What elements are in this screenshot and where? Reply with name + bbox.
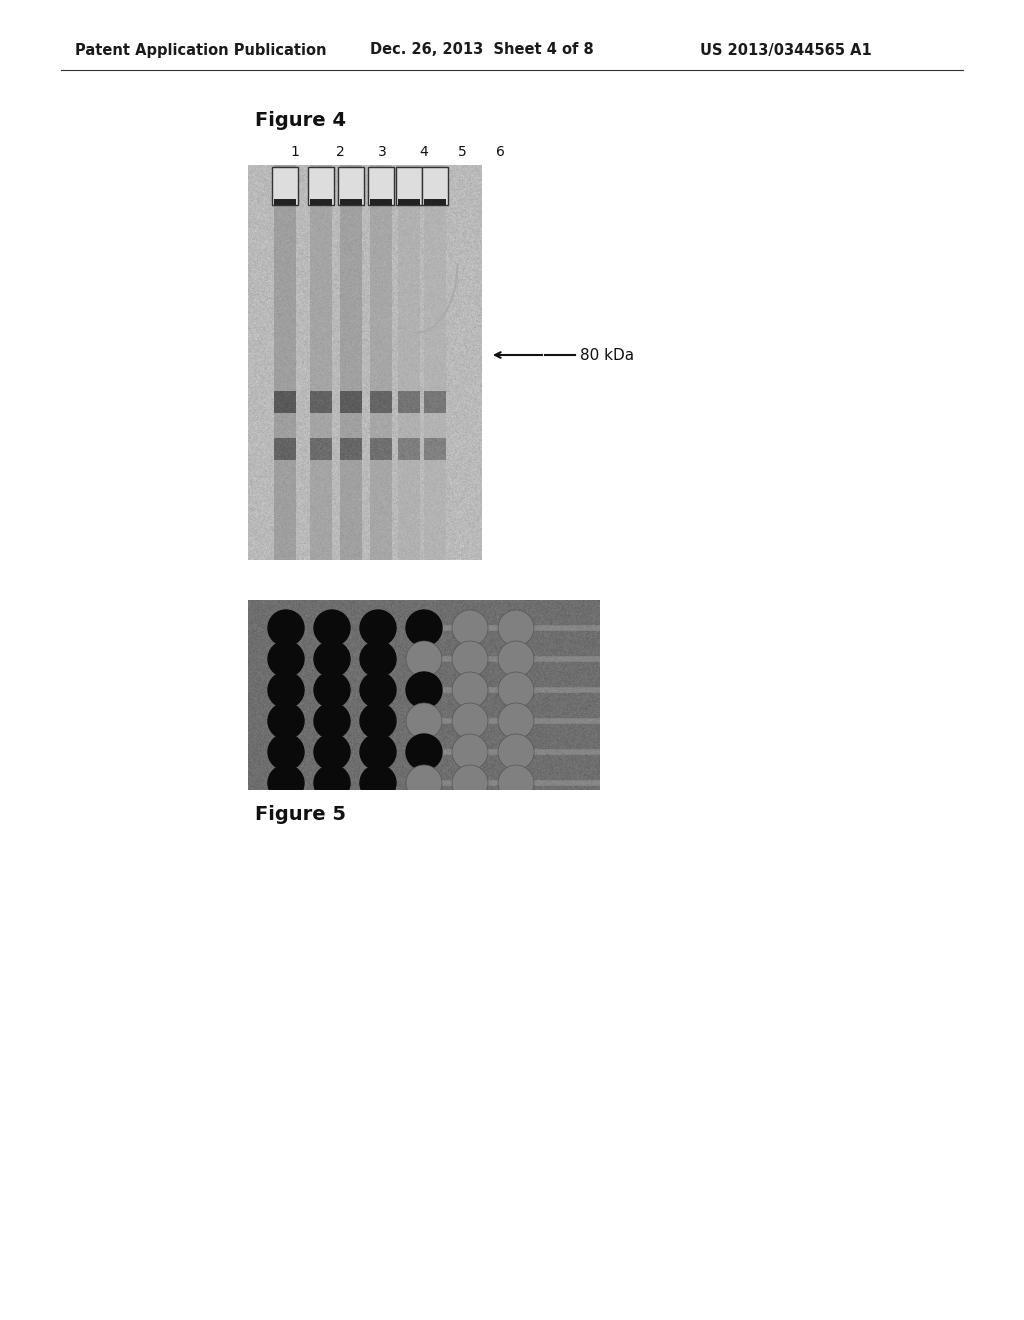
Circle shape — [314, 704, 350, 739]
Text: 3: 3 — [378, 145, 386, 158]
Bar — [396, 168, 423, 205]
Bar — [369, 168, 394, 205]
Circle shape — [314, 734, 350, 770]
Circle shape — [452, 704, 488, 739]
Circle shape — [452, 642, 488, 677]
Circle shape — [360, 610, 396, 645]
Circle shape — [314, 766, 350, 801]
Text: 5: 5 — [458, 145, 466, 158]
Circle shape — [360, 734, 396, 770]
Text: 6: 6 — [496, 145, 505, 158]
Circle shape — [268, 672, 304, 708]
Circle shape — [498, 766, 534, 801]
Circle shape — [406, 766, 442, 801]
Circle shape — [452, 766, 488, 801]
Circle shape — [498, 672, 534, 708]
Circle shape — [498, 642, 534, 677]
Bar — [309, 199, 332, 205]
Circle shape — [406, 672, 442, 708]
Bar — [371, 199, 392, 205]
Circle shape — [498, 610, 534, 645]
Bar — [424, 199, 446, 205]
Bar — [274, 199, 296, 205]
Text: Figure 5: Figure 5 — [255, 805, 346, 825]
Bar — [272, 168, 298, 205]
Circle shape — [360, 672, 396, 708]
Circle shape — [360, 642, 396, 677]
Circle shape — [406, 642, 442, 677]
Bar — [398, 199, 421, 205]
Circle shape — [268, 766, 304, 801]
Bar — [307, 168, 334, 205]
Text: 4: 4 — [420, 145, 428, 158]
Text: 80 kDa: 80 kDa — [580, 347, 634, 363]
Circle shape — [452, 734, 488, 770]
Circle shape — [268, 704, 304, 739]
Circle shape — [452, 610, 488, 645]
Circle shape — [498, 704, 534, 739]
Text: 1: 1 — [291, 145, 299, 158]
Circle shape — [360, 766, 396, 801]
Bar — [422, 168, 449, 205]
Circle shape — [314, 672, 350, 708]
Bar — [340, 199, 361, 205]
Circle shape — [314, 610, 350, 645]
Text: Patent Application Publication: Patent Application Publication — [75, 42, 327, 58]
Circle shape — [452, 672, 488, 708]
Circle shape — [406, 734, 442, 770]
Circle shape — [360, 704, 396, 739]
Text: Figure 4: Figure 4 — [255, 111, 346, 129]
Text: US 2013/0344565 A1: US 2013/0344565 A1 — [700, 42, 871, 58]
Bar — [338, 168, 364, 205]
Circle shape — [268, 610, 304, 645]
Circle shape — [498, 734, 534, 770]
Circle shape — [406, 610, 442, 645]
Text: 2: 2 — [336, 145, 344, 158]
Circle shape — [314, 642, 350, 677]
Circle shape — [268, 642, 304, 677]
Circle shape — [406, 704, 442, 739]
Circle shape — [268, 734, 304, 770]
Text: Dec. 26, 2013  Sheet 4 of 8: Dec. 26, 2013 Sheet 4 of 8 — [370, 42, 594, 58]
